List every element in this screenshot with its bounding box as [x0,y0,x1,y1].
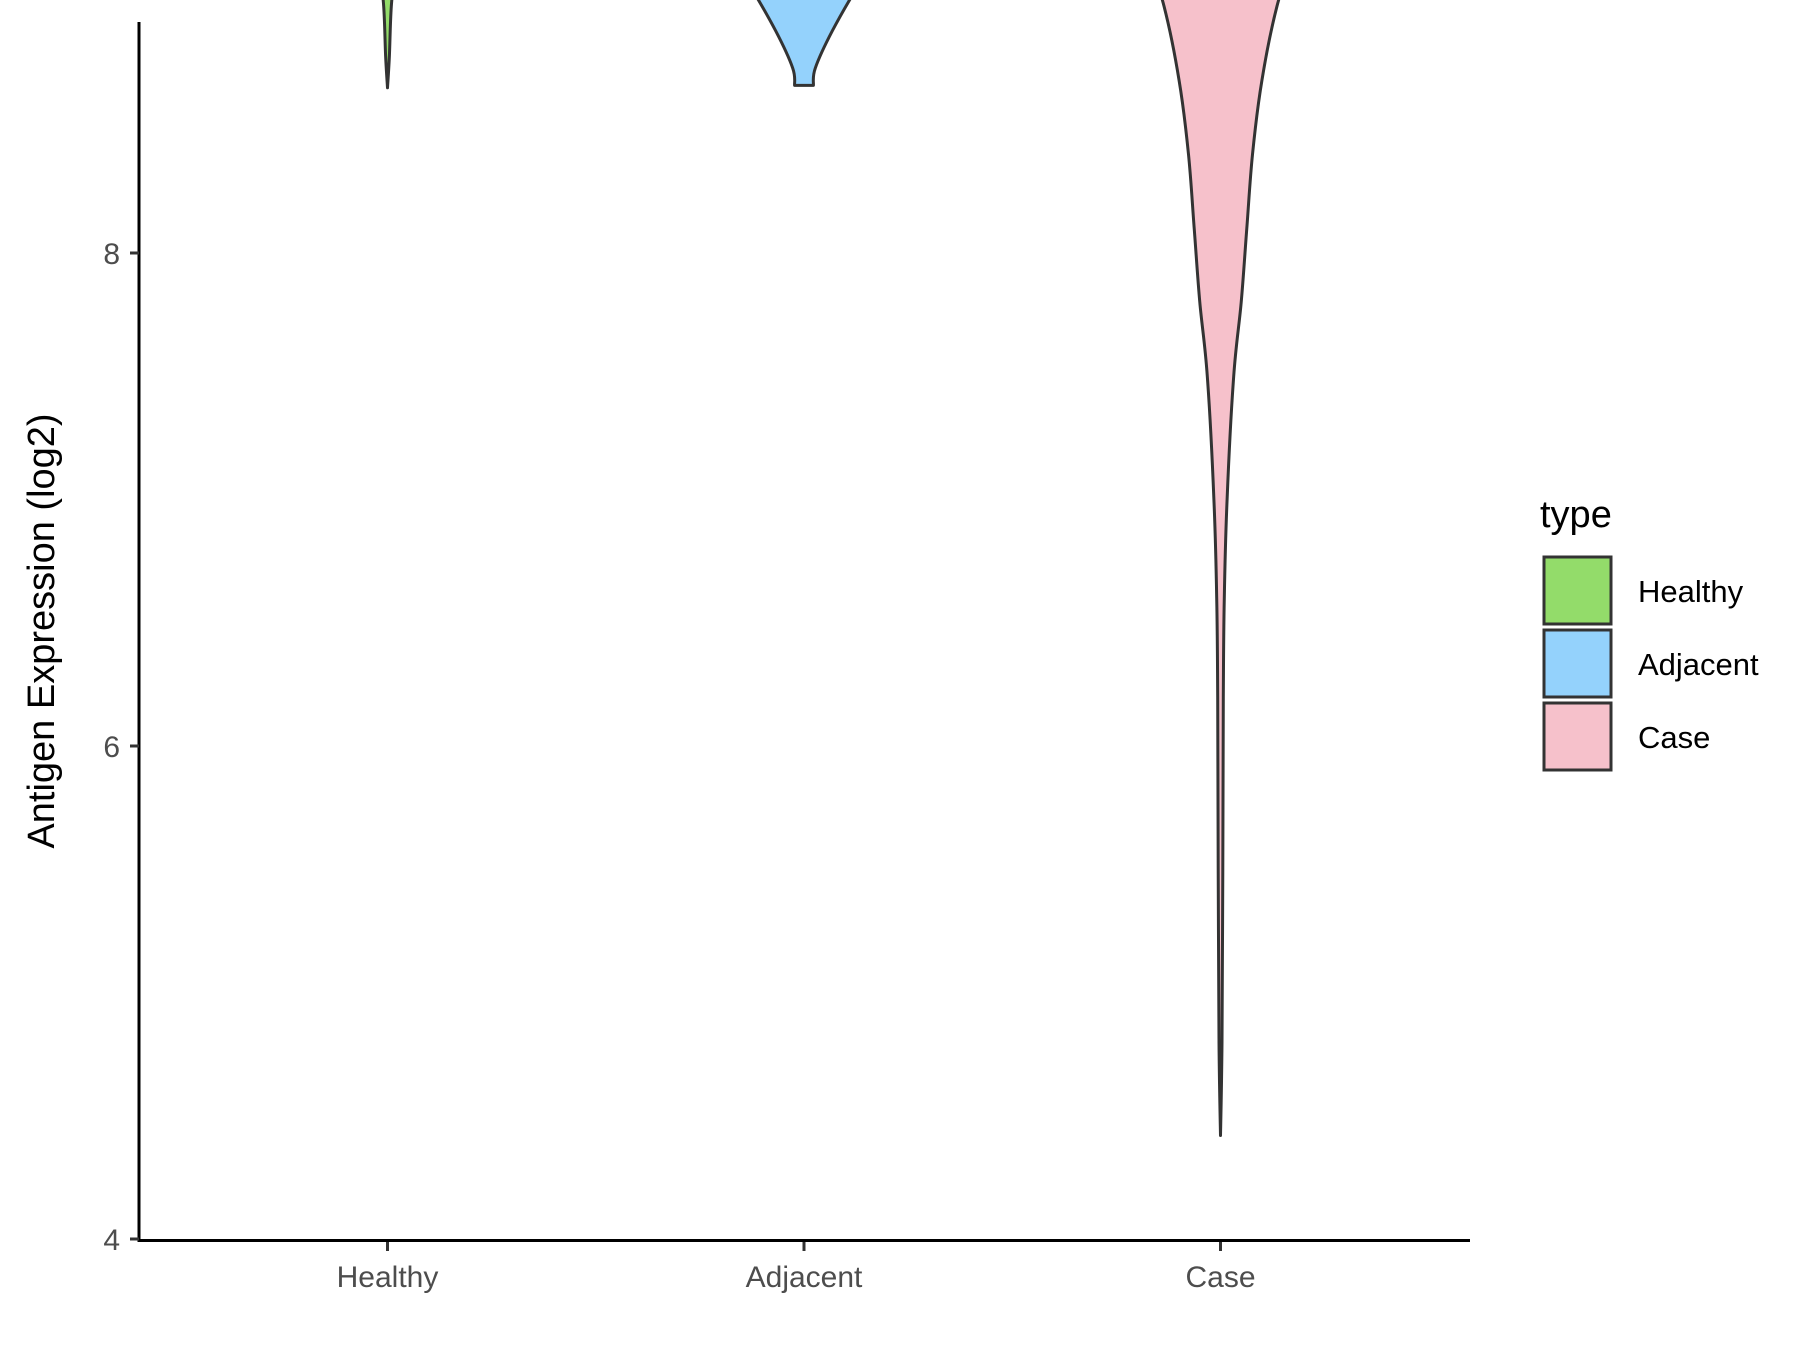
legend-title: type [1540,494,1612,536]
legend-label-healthy: Healthy [1638,574,1744,609]
violin-adjacent [756,0,852,87]
legend: type Healthy Adjacent Case [1540,494,1759,772]
y-tick-label: 8 [103,238,120,271]
y-tick-label: 4 [103,1224,120,1257]
y-tick-label: 6 [103,731,120,764]
legend-label-case: Case [1638,720,1710,755]
x-tick-label: Adjacent [746,1261,863,1294]
legend-swatch-case [1542,701,1613,772]
legend-label-adjacent: Adjacent [1638,647,1759,682]
x-tick-label: Case [1185,1261,1255,1294]
violin-case [1160,0,1281,1137]
y-axis-title: Antigen Expression (log2) [21,413,63,848]
violin-healthy [381,0,394,90]
legend-items: Healthy Adjacent Case [1542,555,1759,772]
violins-group [381,0,1281,1137]
legend-swatch-healthy [1542,555,1613,626]
axes-group [137,22,1470,1242]
x-tick-label: Healthy [337,1261,439,1294]
x-ticks-group: Healthy Adjacent Case [337,1242,1256,1294]
y-ticks-group: 4681012 [103,238,139,1257]
legend-swatch-adjacent [1542,628,1613,699]
